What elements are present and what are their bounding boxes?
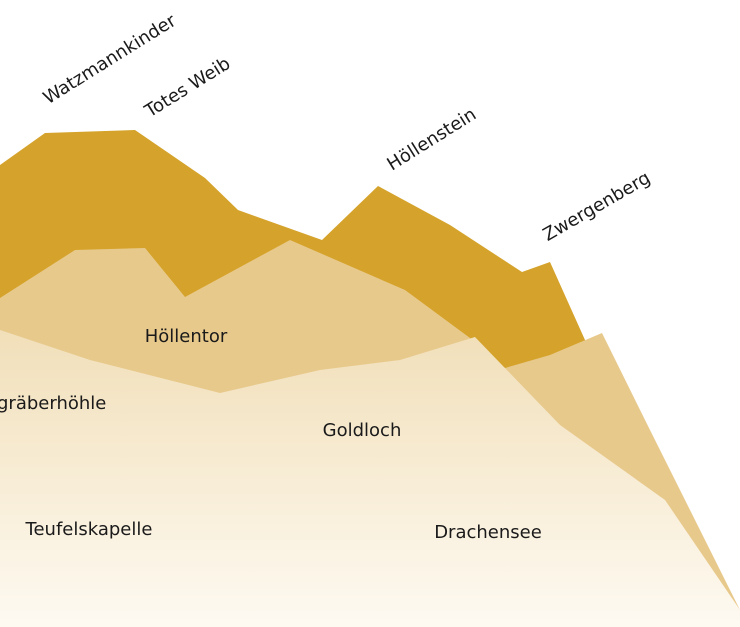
- peak-label: Höllenstein: [383, 104, 480, 175]
- peak-label: Zwergenberg: [539, 167, 654, 245]
- place-label: Teufelskapelle: [25, 519, 153, 540]
- place-label: Drachensee: [434, 522, 542, 543]
- peak-label: Totes Weib: [140, 53, 234, 122]
- page: Watzmannkinder Totes Weib Höllenstein Zw…: [0, 0, 740, 627]
- front-mountains: [0, 330, 740, 627]
- place-label: gräberhöhle: [0, 393, 106, 414]
- place-label: Höllentor: [145, 326, 228, 347]
- mountain-illustration: Watzmannkinder Totes Weib Höllenstein Zw…: [0, 0, 740, 627]
- place-label: Goldloch: [323, 420, 402, 441]
